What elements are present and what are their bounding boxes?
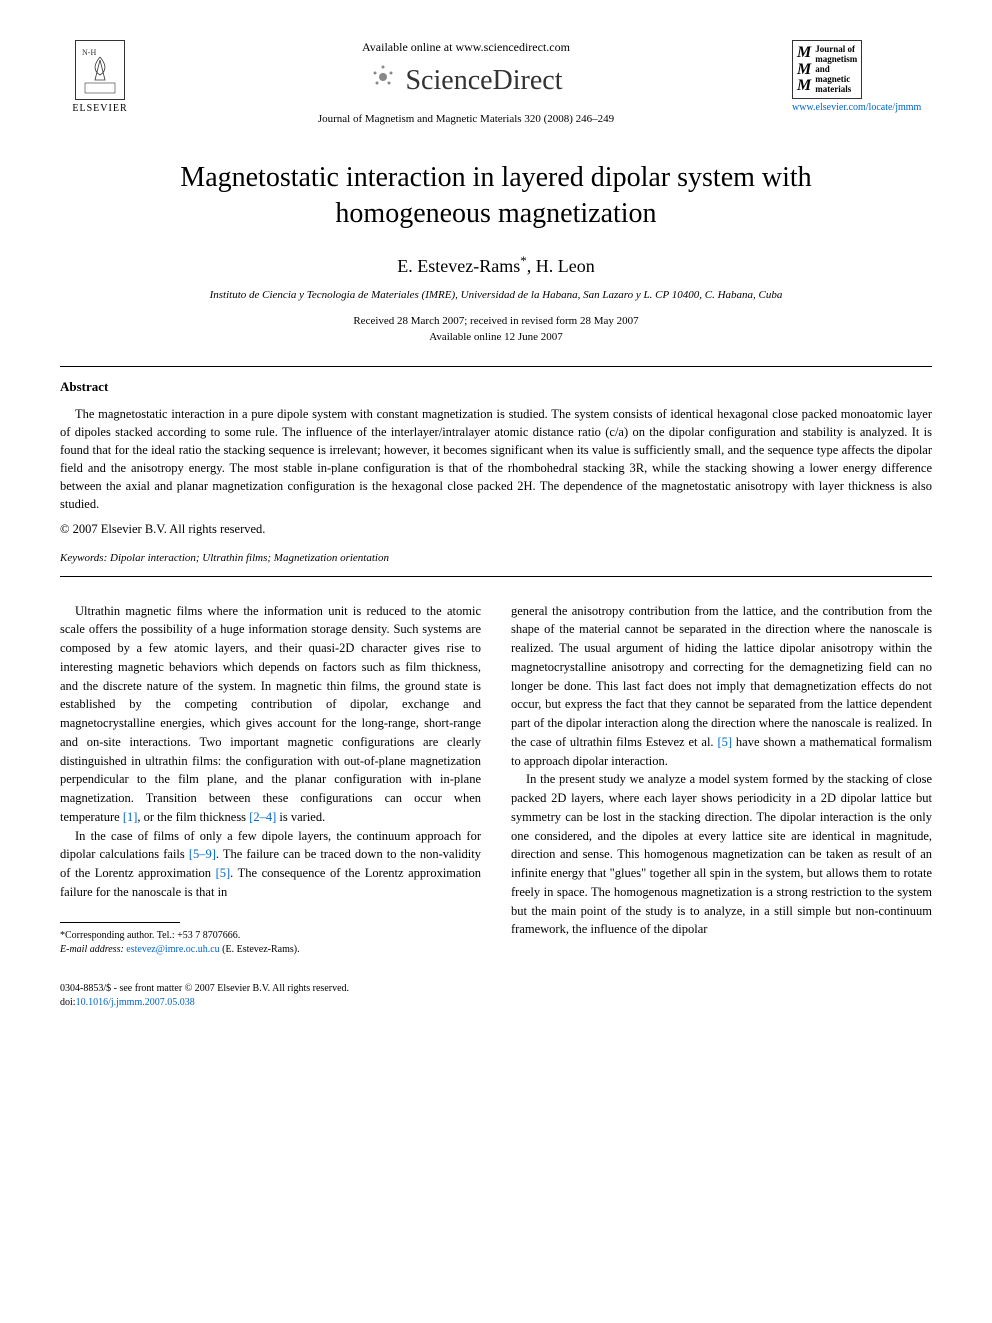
journal-logo: M M M Journal ofmagnetismandmagneticmate… [792, 40, 932, 113]
email-author: (E. Estevez-Rams). [220, 944, 300, 955]
title-line-2: homogeneous magnetization [335, 198, 656, 229]
body-columns: Ultrathin magnetic films where the infor… [60, 602, 932, 1010]
footer: 0304-8853/$ - see front matter © 2007 El… [60, 982, 481, 1010]
p1-text-c: is varied. [276, 810, 325, 824]
abstract-text: The magnetostatic interaction in a pure … [60, 405, 932, 514]
elsevier-logo: N-H ELSEVIER [60, 40, 140, 114]
center-header: Available online at www.sciencedirect.co… [140, 40, 792, 125]
body-paragraph-1: Ultrathin magnetic films where the infor… [60, 602, 481, 827]
available-date: Available online 12 June 2007 [429, 331, 563, 343]
article-title: Magnetostatic interaction in layered dip… [60, 160, 932, 233]
right-column: general the anisotropy contribution from… [511, 602, 932, 1010]
article-dates: Received 28 March 2007; received in revi… [60, 313, 932, 346]
authors: E. Estevez-Rams*, H. Leon [60, 253, 932, 277]
doi-link[interactable]: 10.1016/j.jmmm.2007.05.038 [76, 997, 195, 1008]
ref-link-5a[interactable]: [5] [216, 866, 231, 880]
header-row: N-H ELSEVIER Available online at www.sci… [60, 40, 932, 125]
divider-top [60, 366, 932, 367]
author-1: E. Estevez-Rams [397, 256, 520, 276]
sciencedirect-logo: ScienceDirect [140, 63, 792, 98]
p3-text-a: general the anisotropy contribution from… [511, 604, 932, 749]
jmmm-m-icons: M M M [797, 46, 811, 93]
received-date: Received 28 March 2007; received in revi… [353, 315, 638, 327]
author-2: , H. Leon [527, 256, 595, 276]
journal-reference: Journal of Magnetism and Magnetic Materi… [140, 113, 792, 125]
jmmm-title-text: Journal ofmagnetismandmagneticmaterials [815, 45, 857, 94]
abstract-body: The magnetostatic interaction in a pure … [60, 407, 932, 512]
elsevier-tree-icon: N-H [75, 40, 125, 100]
left-column: Ultrathin magnetic films where the infor… [60, 602, 481, 1010]
sciencedirect-icon [369, 63, 397, 98]
svg-text:N-H: N-H [82, 48, 96, 57]
email-link[interactable]: estevez@imre.oc.uh.cu [124, 944, 220, 955]
ref-link-2-4[interactable]: [2–4] [249, 810, 276, 824]
p1-text-a: Ultrathin magnetic films where the infor… [60, 604, 481, 824]
jmmm-logo-box: M M M Journal ofmagnetismandmagneticmate… [792, 40, 862, 99]
footnote-separator [60, 922, 180, 923]
elsevier-label: ELSEVIER [72, 103, 127, 114]
p1-text-b: , or the film thickness [137, 810, 249, 824]
p4-text: In the present study we analyze a model … [511, 772, 932, 936]
email-label: E-mail address: [60, 944, 124, 955]
available-online-text: Available online at www.sciencedirect.co… [140, 40, 792, 55]
divider-bottom [60, 576, 932, 577]
affiliation: Instituto de Ciencia y Tecnologia de Mat… [60, 289, 932, 301]
doi-label: doi: [60, 997, 76, 1008]
keywords-label: Keywords: [60, 552, 107, 564]
body-paragraph-2: In the case of films of only a few dipol… [60, 827, 481, 902]
ref-link-1[interactable]: [1] [123, 810, 138, 824]
journal-homepage-link[interactable]: www.elsevier.com/locate/jmmm [792, 102, 932, 113]
body-paragraph-4: In the present study we analyze a model … [511, 770, 932, 939]
email-footnote: E-mail address: estevez@imre.oc.uh.cu (E… [60, 943, 481, 957]
title-line-1: Magnetostatic interaction in layered dip… [180, 162, 811, 193]
body-paragraph-3: general the anisotropy contribution from… [511, 602, 932, 771]
ref-link-5b[interactable]: [5] [717, 735, 732, 749]
corresponding-author-footnote: *Corresponding author. Tel.: +53 7 87076… [60, 929, 481, 943]
keywords-text: Dipolar interaction; Ultrathin films; Ma… [107, 552, 389, 564]
doi-line: doi:10.1016/j.jmmm.2007.05.038 [60, 996, 481, 1010]
front-matter: 0304-8853/$ - see front matter © 2007 El… [60, 982, 481, 996]
sciencedirect-text: ScienceDirect [405, 65, 562, 97]
abstract-copyright: © 2007 Elsevier B.V. All rights reserved… [60, 522, 932, 537]
abstract-heading: Abstract [60, 379, 932, 395]
keywords: Keywords: Dipolar interaction; Ultrathin… [60, 552, 932, 564]
ref-link-5-9[interactable]: [5–9] [189, 847, 216, 861]
